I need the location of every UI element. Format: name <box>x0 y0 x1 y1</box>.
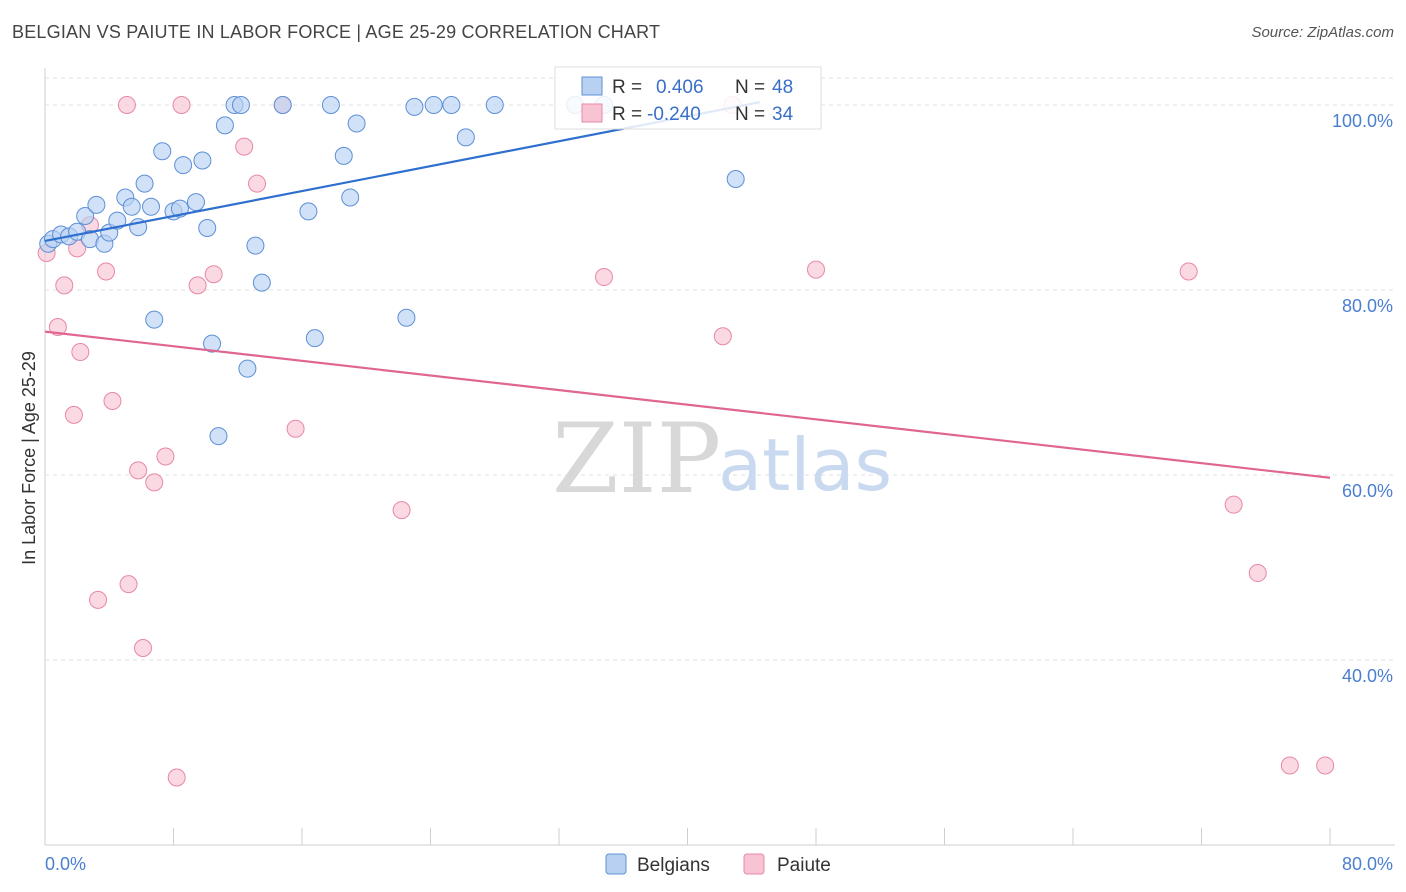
paiute-point <box>167 768 186 787</box>
belgians-point <box>424 96 443 114</box>
belgians-point <box>215 116 234 135</box>
belgians-series <box>39 96 745 446</box>
belgians-bottom-swatch <box>605 853 627 875</box>
paiute-trend-line <box>44 330 1331 479</box>
paiute-point <box>48 318 67 336</box>
belgians-legend-swatch <box>581 76 603 96</box>
paiute-r-value: -0.240 <box>647 104 701 125</box>
paiute-point <box>89 590 108 609</box>
axes <box>44 68 1395 846</box>
belgians-point <box>485 96 504 114</box>
belgians-point <box>153 142 172 161</box>
y-tick-label: 60.0% <box>1342 481 1393 501</box>
belgians-point <box>142 197 161 216</box>
belgians-legend-label: Belgians <box>637 855 710 876</box>
belgians-point <box>108 211 127 230</box>
paiute-point <box>1280 756 1299 775</box>
paiute-point <box>1248 564 1267 583</box>
series-legend: Belgians Paiute <box>605 853 831 876</box>
paiute-bottom-swatch <box>743 853 765 875</box>
paiute-r-label: R = <box>612 104 642 125</box>
belgians-point <box>299 202 318 221</box>
belgians-point <box>397 308 416 327</box>
paiute-point <box>594 268 613 287</box>
paiute-point <box>103 392 122 410</box>
watermark-atlas: atlas <box>718 423 892 507</box>
paiute-point <box>129 461 148 480</box>
belgians-point <box>122 197 141 216</box>
belgians-point <box>341 188 360 207</box>
stats-legend: R = 0.406 N = 48 R = -0.240 N = 34 <box>554 66 822 130</box>
paiute-point <box>188 276 207 295</box>
source-label: Source: ZipAtlas.com <box>1251 24 1394 41</box>
belgians-point <box>193 151 212 170</box>
belgians-point <box>334 146 353 165</box>
belgians-point <box>456 128 475 147</box>
paiute-point <box>156 447 175 466</box>
belgians-point <box>76 207 95 225</box>
paiute-point <box>286 419 305 438</box>
belgians-point <box>347 114 366 133</box>
paiute-point <box>97 262 116 281</box>
belgians-point <box>726 170 745 188</box>
paiute-point <box>807 260 825 279</box>
paiute-point <box>71 342 90 361</box>
y-tick-label: 80.0% <box>1342 296 1393 316</box>
paiute-point <box>1224 495 1243 514</box>
belgians-point <box>203 334 222 353</box>
paiute-point <box>172 96 191 114</box>
paiute-point <box>133 638 152 657</box>
belgians-n-label: N = <box>735 77 765 98</box>
paiute-point <box>117 96 136 114</box>
chart-title: BELGIAN VS PAIUTE IN LABOR FORCE | AGE 2… <box>12 22 661 42</box>
y-tick-label: 100.0% <box>1332 111 1393 131</box>
belgians-point <box>252 273 271 292</box>
belgians-point <box>238 359 257 378</box>
belgians-point <box>198 219 217 238</box>
paiute-point <box>55 276 74 295</box>
paiute-point <box>64 405 83 424</box>
belgians-point <box>87 195 106 214</box>
belgians-point <box>186 193 205 212</box>
belgians-point <box>321 96 340 114</box>
paiute-point <box>119 575 138 594</box>
paiute-point <box>248 174 267 193</box>
watermark-zip: ZIP <box>552 403 721 515</box>
belgians-n-value: 48 <box>772 77 793 98</box>
belgians-point <box>246 236 265 255</box>
belgians-point <box>209 427 228 446</box>
belgians-point <box>231 96 250 114</box>
y-axis-title: In Labor Force | Age 25-29 <box>19 351 39 565</box>
y-tick-label: 40.0% <box>1342 666 1393 686</box>
paiute-legend-swatch <box>581 103 603 123</box>
paiute-point <box>1179 262 1198 281</box>
paiute-n-value: 34 <box>772 104 794 125</box>
paiute-point <box>1316 756 1335 775</box>
paiute-point <box>235 137 254 156</box>
y-tick-labels: 40.0% 60.0% 80.0% 100.0% <box>1332 111 1393 686</box>
paiute-n-label: N = <box>735 104 765 125</box>
belgians-point <box>442 96 461 114</box>
belgians-point <box>145 310 164 329</box>
paiute-point <box>145 473 164 492</box>
x-tick-label-min: 0.0% <box>45 854 86 874</box>
belgians-point <box>405 97 424 116</box>
x-tick-label-max: 80.0% <box>1342 854 1393 874</box>
belgians-point <box>273 96 292 114</box>
belgians-r-label: R = <box>612 77 642 98</box>
belgians-point <box>174 156 193 175</box>
belgians-point <box>135 174 154 193</box>
paiute-point <box>713 327 732 346</box>
belgians-point <box>305 329 324 348</box>
paiute-legend-label: Paiute <box>777 855 831 876</box>
paiute-point <box>392 501 411 520</box>
watermark: ZIP atlas <box>552 403 892 515</box>
paiute-point <box>204 265 223 284</box>
belgians-r-value: 0.406 <box>656 77 704 98</box>
